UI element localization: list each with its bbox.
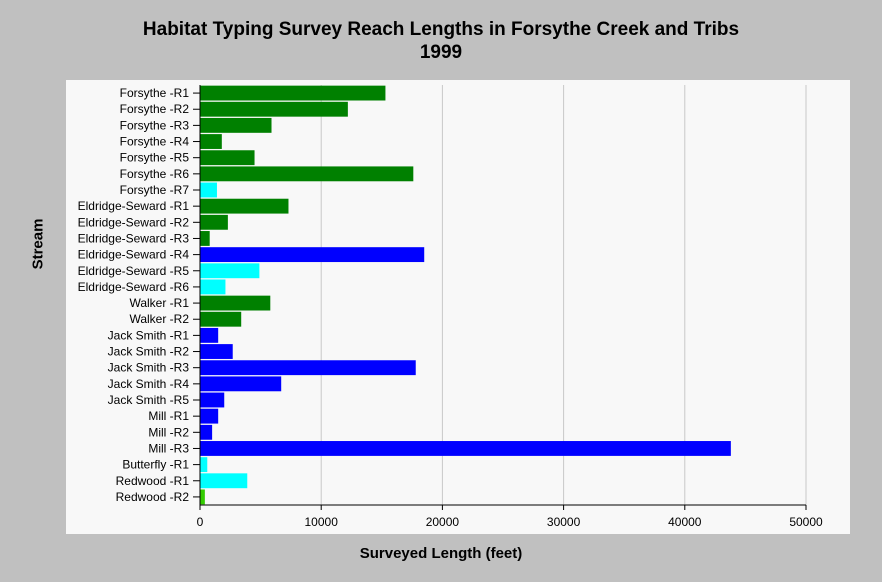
y-tick-label: Eldridge-Seward -R6 — [78, 280, 190, 294]
y-tick-label: Redwood -R1 — [116, 474, 190, 488]
y-axis-label: Stream — [29, 218, 47, 270]
plot-area — [66, 80, 850, 534]
x-tick-label: 40000 — [668, 515, 702, 529]
chart-title-main: Habitat Typing Survey Reach Lengths in F… — [142, 19, 740, 40]
x-tick-label: 30000 — [547, 515, 581, 529]
bar — [200, 101, 348, 117]
y-tick-label: Forsythe -R3 — [120, 118, 190, 132]
bar — [200, 134, 222, 149]
x-tick-label: 10000 — [305, 515, 339, 529]
y-tick-label: Eldridge-Seward -R2 — [78, 215, 190, 229]
bar — [200, 489, 205, 505]
bar — [200, 457, 208, 473]
y-tick-label: Jack Smith -R5 — [108, 393, 190, 407]
y-tick-label: Jack Smith -R1 — [108, 328, 190, 342]
y-tick-label: Forsythe -R4 — [120, 135, 190, 149]
bar — [200, 295, 271, 311]
y-tick-label: Forsythe -R2 — [120, 102, 190, 116]
y-tick-label: Jack Smith -R2 — [108, 345, 190, 359]
y-tick-label: Eldridge-Seward -R4 — [78, 248, 190, 262]
y-tick-label: Eldridge-Seward -R5 — [78, 264, 190, 278]
bar — [200, 198, 289, 214]
y-tick-label: Forsythe -R7 — [120, 183, 190, 197]
bar — [200, 231, 210, 246]
y-tick-label: Eldridge-Seward -R3 — [78, 231, 190, 245]
bar — [200, 85, 386, 101]
x-tick-label: 0 — [197, 515, 204, 529]
y-tick-label: Mill -R3 — [148, 441, 189, 455]
y-tick-label: Butterfly -R1 — [122, 458, 189, 472]
chart-subtitle: 1999 — [419, 42, 463, 63]
y-tick-label: Mill -R1 — [148, 409, 189, 423]
x-tick-label: 20000 — [426, 515, 460, 529]
bar — [200, 473, 248, 489]
x-axis-label: Surveyed Length (feet) — [359, 545, 523, 562]
bar — [200, 247, 425, 263]
bar — [200, 376, 282, 392]
y-tick-label: Jack Smith -R4 — [108, 377, 190, 391]
y-tick-label: Forsythe -R6 — [120, 167, 190, 181]
y-tick-label: Jack Smith -R3 — [108, 361, 190, 375]
y-tick-label: Forsythe -R5 — [120, 151, 190, 165]
bar — [200, 150, 255, 166]
bar — [200, 408, 219, 424]
y-tick-label: Redwood -R2 — [116, 490, 190, 504]
bar — [200, 182, 217, 198]
y-tick-label: Forsythe -R1 — [120, 86, 190, 100]
bar — [200, 441, 731, 456]
y-tick-label: Eldridge-Seward -R1 — [78, 199, 190, 213]
y-tick-label: Walker -R2 — [129, 312, 189, 326]
bar — [200, 327, 219, 343]
y-tick-label: Walker -R1 — [129, 296, 189, 310]
bar — [200, 279, 226, 295]
bar — [200, 360, 416, 376]
bar — [200, 117, 272, 133]
y-tick-label: Mill -R2 — [148, 425, 189, 439]
bar — [200, 392, 225, 408]
x-tick-label: 50000 — [789, 515, 823, 529]
bar — [200, 166, 414, 182]
bar — [200, 263, 260, 279]
bar — [200, 424, 213, 440]
bar — [200, 311, 242, 327]
chart-title: Habitat Typing Survey Reach Lengths in F… — [0, 18, 882, 64]
bar — [200, 344, 233, 359]
bar — [200, 214, 228, 230]
